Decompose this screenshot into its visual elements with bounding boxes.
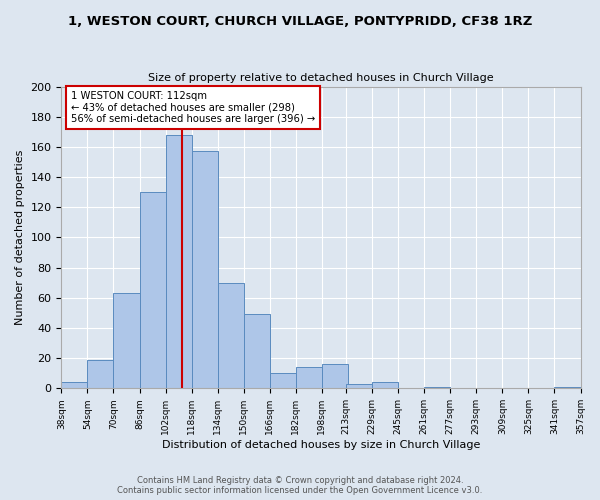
- Bar: [269, 374, 296, 388]
- X-axis label: Distribution of detached houses by size in Church Village: Distribution of detached houses by size …: [162, 440, 480, 450]
- Text: Contains HM Land Registry data © Crown copyright and database right 2024.
Contai: Contains HM Land Registry data © Crown c…: [118, 476, 482, 495]
- Title: Size of property relative to detached houses in Church Village: Size of property relative to detached ho…: [148, 73, 494, 83]
- Bar: [166, 135, 191, 388]
- Bar: [372, 382, 398, 388]
- Bar: [140, 192, 166, 388]
- Bar: [244, 314, 269, 388]
- Bar: [218, 282, 244, 389]
- Bar: [322, 364, 348, 388]
- Bar: [296, 367, 322, 388]
- Text: 1 WESTON COURT: 112sqm
← 43% of detached houses are smaller (298)
56% of semi-de: 1 WESTON COURT: 112sqm ← 43% of detached…: [71, 91, 316, 124]
- Bar: [113, 294, 140, 388]
- Text: 1, WESTON COURT, CHURCH VILLAGE, PONTYPRIDD, CF38 1RZ: 1, WESTON COURT, CHURCH VILLAGE, PONTYPR…: [68, 15, 532, 28]
- Y-axis label: Number of detached properties: Number of detached properties: [15, 150, 25, 325]
- Bar: [88, 360, 113, 388]
- Bar: [554, 387, 581, 388]
- Bar: [424, 387, 451, 388]
- Bar: [61, 382, 88, 388]
- Bar: [191, 152, 218, 388]
- Bar: [346, 384, 372, 388]
